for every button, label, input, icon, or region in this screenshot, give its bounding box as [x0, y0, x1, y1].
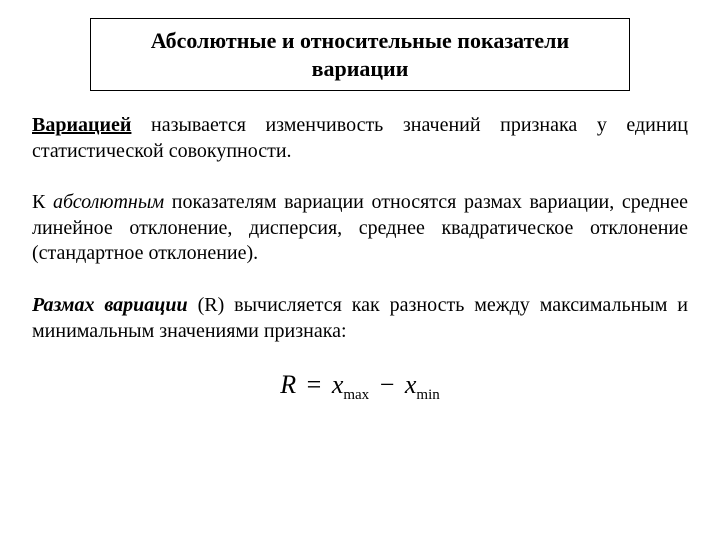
- formula-x1: x: [332, 370, 344, 399]
- formula-sub2: min: [416, 387, 439, 403]
- range-symbol: (R): [188, 294, 234, 316]
- paragraph1-rest: называется изменчивость значений признак…: [32, 114, 688, 162]
- title-line2: вариации: [103, 55, 617, 83]
- term-absolute: абсолютным: [53, 191, 164, 213]
- formula-R: R: [280, 370, 296, 399]
- term-variation: Вариацией: [32, 114, 131, 136]
- title-box: Абсолютные и относительные показатели ва…: [90, 18, 630, 91]
- paragraph2-prefix: К: [32, 191, 53, 213]
- formula-minus: −: [376, 370, 399, 399]
- title-line1: Абсолютные и относительные показатели: [103, 27, 617, 55]
- paragraph-definition: Вариацией называется изменчивость значен…: [32, 113, 688, 164]
- formula-range: R = xmax − xmin: [32, 370, 688, 404]
- paragraph-absolute: К абсолютным показателям вариации относя…: [32, 190, 688, 267]
- term-range: Размах вариации: [32, 294, 188, 316]
- formula-sub1: max: [343, 387, 369, 403]
- formula-x2: x: [405, 370, 417, 399]
- formula-eq: =: [303, 370, 326, 399]
- paragraph-range: Размах вариации (R) вычисляется как разн…: [32, 293, 688, 344]
